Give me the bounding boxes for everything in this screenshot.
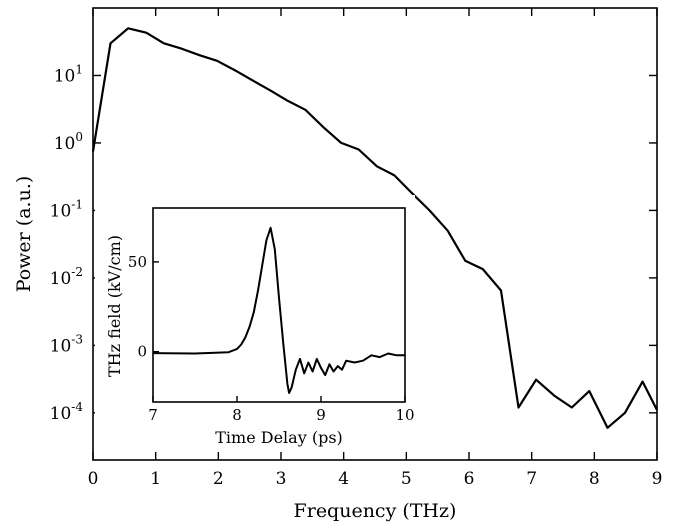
inset-x-axis-title: Time Delay (ps)	[215, 428, 343, 447]
main-y-tick-label: 10-2	[50, 265, 83, 289]
main-x-tick-label: 5	[401, 469, 412, 489]
main-y-tick-label: 10-4	[50, 400, 84, 424]
main-x-tick-label: 2	[213, 469, 224, 489]
main-x-tick-label: 0	[88, 469, 99, 489]
main-x-tick-label: 4	[338, 469, 349, 489]
inset-y-axis-title: THz field (kV/cm)	[105, 235, 124, 377]
inset-background	[95, 195, 415, 450]
inset-x-axis: 7 8 9 10	[148, 396, 415, 424]
main-y-tick-label: 101	[54, 62, 83, 86]
main-x-tick-label: 7	[526, 469, 537, 489]
inset-y-tick-label: 0	[137, 343, 147, 361]
main-x-tick-label: 1	[150, 469, 161, 489]
power-spectrum-line	[91, 27, 658, 429]
main-plot-frame	[92, 7, 658, 461]
main-x-tick-label: 3	[276, 469, 287, 489]
inset-y-axis: 0 50	[128, 253, 159, 361]
main-x-axis: 0 1 2 3 4 5 6 7 8 9	[88, 8, 663, 489]
inset-x-tick-label: 8	[232, 406, 242, 424]
inset-x-tick-label: 10	[395, 406, 414, 424]
main-x-axis-title: Frequency (THz)	[294, 500, 457, 522]
thz-field-waveform-line	[152, 226, 405, 394]
inset-plot-frame	[152, 207, 406, 403]
inset-plot: 7 8 9 10 0 50 Time Delay (ps) THz field (kV/…	[95, 195, 415, 450]
inset-y-tick-label: 50	[128, 253, 147, 271]
main-x-tick-label: 9	[652, 469, 663, 489]
main-y-tick-label: 10-3	[50, 332, 83, 356]
main-y-axis-title: Power (a.u.)	[13, 176, 35, 293]
main-x-tick-label: 6	[464, 469, 475, 489]
main-y-tick-label: 100	[54, 130, 83, 154]
main-y-tick-label: 10-1	[50, 197, 83, 221]
inset-x-tick-label: 9	[316, 406, 326, 424]
main-x-tick-label: 8	[589, 469, 600, 489]
inset-x-tick-label: 7	[148, 406, 158, 424]
